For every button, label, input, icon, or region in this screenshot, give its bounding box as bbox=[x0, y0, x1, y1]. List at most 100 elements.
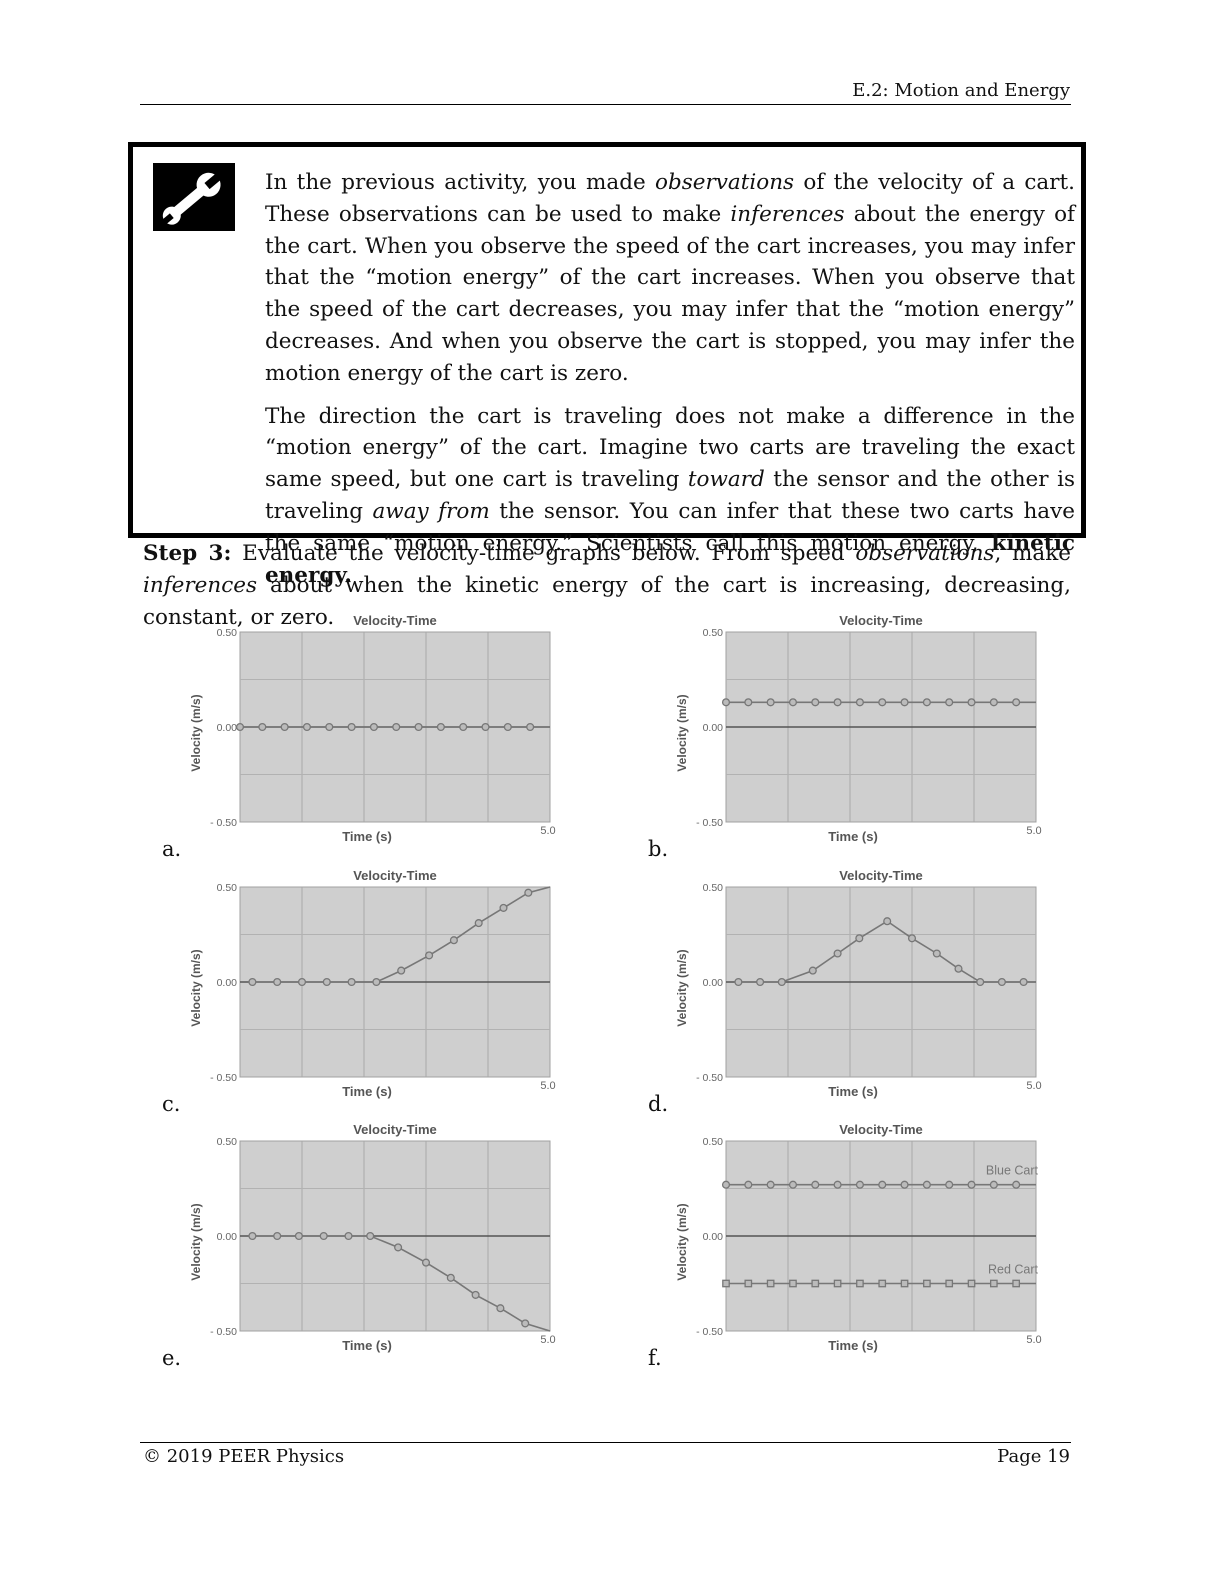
data-point bbox=[900, 1279, 909, 1288]
y-axis-label: Velocity (m/s) bbox=[189, 694, 203, 771]
data-point bbox=[907, 934, 917, 943]
x-axis-label: Time (s) bbox=[342, 1338, 392, 1353]
data-point bbox=[900, 698, 909, 707]
x-axis-label: Time (s) bbox=[828, 1084, 878, 1099]
graph-letter: c. bbox=[162, 1092, 181, 1116]
footer-page-number: Page 19 bbox=[997, 1446, 1070, 1467]
data-point bbox=[833, 1180, 842, 1189]
data-point bbox=[945, 1180, 954, 1189]
data-point bbox=[1012, 1180, 1021, 1189]
data-point bbox=[766, 1180, 775, 1189]
velocity-time-graph-f: Velocity-Time 0.50 0.00 - 0.50 5.0 Time (s) Ve… bbox=[666, 1121, 1066, 1371]
header-rule bbox=[140, 104, 1071, 105]
data-point bbox=[397, 966, 406, 975]
data-point bbox=[808, 966, 817, 975]
x-axis-label: Time (s) bbox=[342, 1084, 392, 1099]
data-point bbox=[721, 1180, 731, 1189]
y-tick-label: - 0.50 bbox=[210, 1072, 237, 1084]
y-axis-label: Velocity (m/s) bbox=[675, 1203, 689, 1280]
graph-svg: Velocity-Time 0.50 0.00 - 0.50 5.0 Time (s) Ve… bbox=[675, 1122, 1042, 1353]
graph-svg: Velocity-Time 0.50 0.00 - 0.50 5.0 Time (s) Ve… bbox=[189, 613, 556, 844]
data-point bbox=[878, 1279, 887, 1288]
data-point bbox=[811, 1180, 820, 1189]
x-axis-label: Time (s) bbox=[342, 829, 392, 844]
velocity-time-graph-e: Velocity-Time 0.50 0.00 - 0.50 5.0 Time (s) Ve… bbox=[180, 1121, 580, 1371]
data-point bbox=[833, 698, 842, 707]
graph-svg: Velocity-Time 0.50 0.00 - 0.50 5.0 Time (s) Ve… bbox=[189, 1122, 556, 1353]
graph-svg: Velocity-Time 0.50 0.00 - 0.50 5.0 Time (s) Ve… bbox=[675, 868, 1042, 1099]
step-3-instructions: Step 3: Evaluate the velocity-time graph… bbox=[143, 541, 1071, 630]
data-point bbox=[777, 977, 786, 987]
data-point bbox=[945, 1279, 954, 1288]
graph-title: Velocity-Time bbox=[839, 613, 923, 628]
data-point bbox=[446, 1273, 455, 1282]
y-axis-label: Velocity (m/s) bbox=[189, 949, 203, 1026]
data-point bbox=[436, 722, 445, 732]
graph-title: Velocity-Time bbox=[353, 868, 437, 883]
x-tick-label: 5.0 bbox=[540, 1334, 555, 1346]
data-point bbox=[394, 1243, 403, 1252]
data-point bbox=[273, 1231, 282, 1241]
data-point bbox=[302, 722, 312, 732]
data-point bbox=[1019, 977, 1028, 987]
data-point bbox=[756, 977, 765, 987]
data-point bbox=[945, 698, 954, 707]
y-tick-label: - 0.50 bbox=[696, 1072, 723, 1084]
y-tick-label: 0.50 bbox=[703, 882, 724, 894]
data-point bbox=[744, 1279, 753, 1288]
velocity-time-graph-b: Velocity-Time 0.50 0.00 - 0.50 5.0 Time (s) Ve… bbox=[666, 612, 1066, 862]
data-point bbox=[524, 888, 533, 897]
data-point bbox=[503, 722, 512, 732]
data-point bbox=[766, 698, 775, 707]
data-point bbox=[722, 1279, 730, 1288]
data-point bbox=[347, 722, 356, 732]
data-point bbox=[721, 698, 731, 707]
data-point bbox=[471, 1290, 480, 1299]
data-point bbox=[878, 698, 887, 707]
y-tick-label: 0.50 bbox=[217, 882, 238, 894]
data-point bbox=[744, 698, 753, 707]
x-axis-label: Time (s) bbox=[828, 1338, 878, 1353]
velocity-time-graph-d: Velocity-Time 0.50 0.00 - 0.50 5.0 Time (s) Ve… bbox=[666, 867, 1066, 1117]
tool-box: In the previous activity, you made obser… bbox=[128, 142, 1086, 588]
x-tick-label: 5.0 bbox=[540, 825, 555, 837]
data-point bbox=[989, 698, 998, 707]
data-point bbox=[989, 1180, 998, 1189]
graph-title: Velocity-Time bbox=[353, 1122, 437, 1137]
data-point bbox=[499, 903, 508, 912]
data-point bbox=[449, 936, 458, 945]
data-point bbox=[766, 1279, 775, 1288]
data-point bbox=[521, 1319, 530, 1328]
data-point bbox=[932, 949, 941, 958]
data-point bbox=[347, 977, 356, 987]
graph-letter: a. bbox=[162, 837, 182, 861]
data-point bbox=[833, 1279, 842, 1288]
data-point bbox=[369, 722, 378, 732]
data-point bbox=[878, 1180, 887, 1189]
graph-title: Velocity-Time bbox=[353, 613, 437, 628]
data-point bbox=[273, 977, 282, 987]
graph-svg: Velocity-Time 0.50 0.00 - 0.50 5.0 Time (s) Ve… bbox=[675, 613, 1042, 844]
data-point bbox=[967, 1180, 976, 1189]
data-point bbox=[833, 949, 842, 958]
data-point bbox=[967, 1279, 976, 1288]
data-point bbox=[744, 1180, 753, 1189]
data-point bbox=[788, 698, 798, 707]
y-tick-label: - 0.50 bbox=[696, 817, 723, 829]
data-point bbox=[788, 1180, 798, 1189]
velocity-time-graph-c: Velocity-Time 0.50 0.00 - 0.50 5.0 Time (s) Ve… bbox=[180, 867, 580, 1117]
y-axis-label: Velocity (m/s) bbox=[675, 949, 689, 1026]
data-point bbox=[1012, 698, 1021, 707]
graph-title: Velocity-Time bbox=[839, 868, 923, 883]
data-point bbox=[294, 1231, 303, 1241]
x-tick-label: 5.0 bbox=[1026, 1080, 1041, 1092]
data-point bbox=[325, 722, 334, 732]
data-point bbox=[392, 722, 401, 732]
velocity-time-graph-a: Velocity-Time 0.50 0.00 - 0.50 5.0 Time (s) Ve… bbox=[180, 612, 580, 862]
y-tick-label: - 0.50 bbox=[696, 1326, 723, 1338]
data-point bbox=[967, 698, 976, 707]
data-point bbox=[459, 722, 468, 732]
y-tick-label: 0.00 bbox=[703, 722, 724, 734]
tool-paragraph-1: In the previous activity, you made obser… bbox=[265, 170, 1076, 386]
data-point bbox=[789, 1279, 797, 1288]
